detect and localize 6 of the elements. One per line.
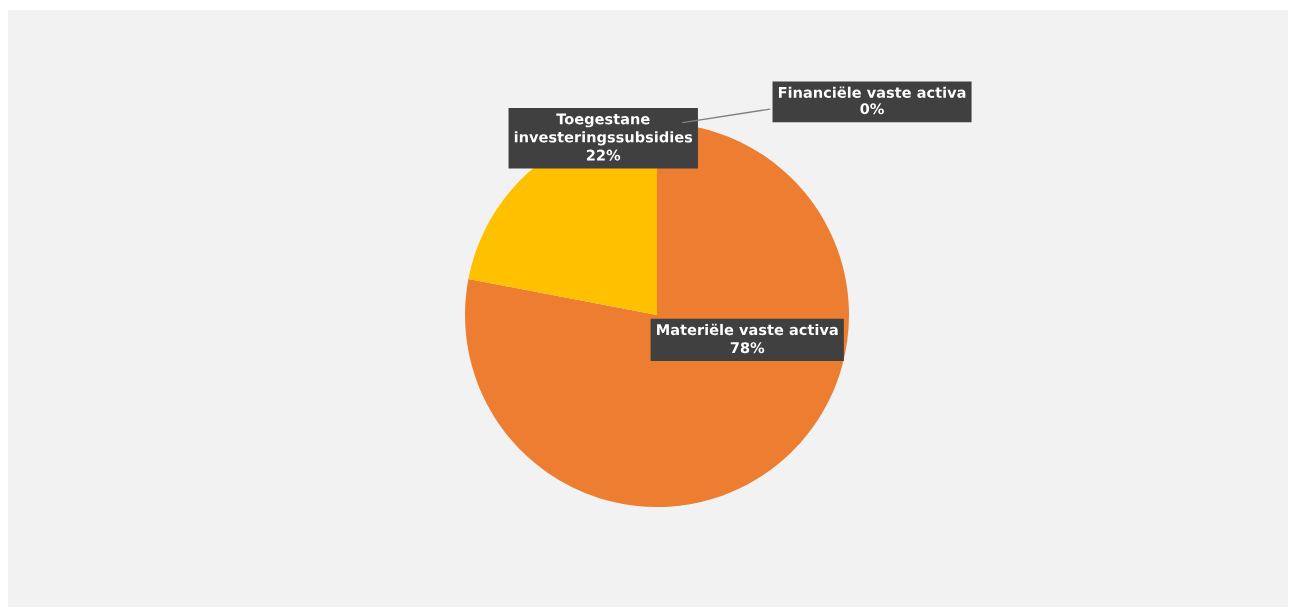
category-label: Financiële vaste activa xyxy=(778,86,966,98)
slice-label: Materiële vaste activa xyxy=(657,323,838,336)
slice-label: Toegestane investeringssubsidies xyxy=(514,113,693,146)
data-label: 78% xyxy=(730,342,765,354)
data-label: 22% xyxy=(586,149,621,161)
text: 0% xyxy=(860,103,884,115)
